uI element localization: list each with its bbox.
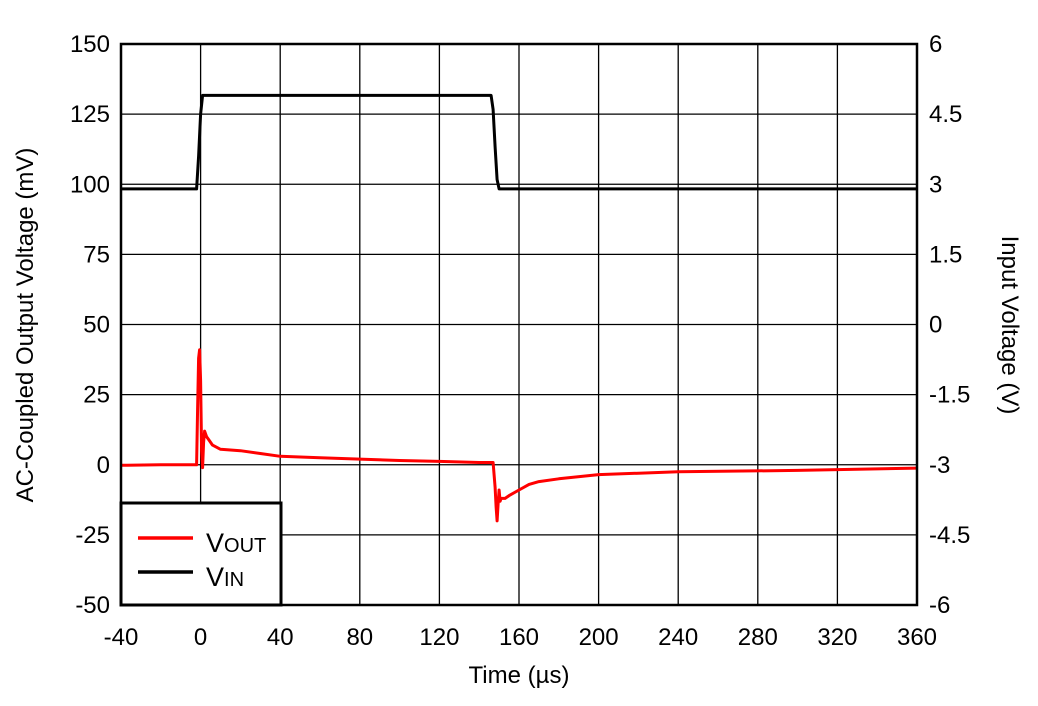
y2-axis-label: Input Voltage (V) [996, 236, 1023, 415]
y-tick-label: 0 [97, 452, 110, 479]
y2-tick-label: -4.5 [929, 522, 970, 549]
x-tick-label: 120 [419, 624, 459, 651]
x-tick-label: 360 [897, 624, 937, 651]
y-tick-label: 50 [83, 312, 110, 339]
x-tick-label: 40 [267, 624, 294, 651]
y2-tick-label: -1.5 [929, 382, 970, 409]
x-tick-label: -40 [104, 624, 139, 651]
y-tick-label: 125 [70, 101, 110, 128]
plot-frame [119, 42, 919, 607]
y2-tick-label: -6 [929, 592, 950, 619]
x-tick-label: 0 [194, 624, 207, 651]
x-tick-label: 280 [738, 624, 778, 651]
x-tick-label: 320 [817, 624, 857, 651]
x-tick-label: 200 [579, 624, 619, 651]
x-tick-label: 160 [499, 624, 539, 651]
y-tick-label: 150 [70, 31, 110, 58]
legend-label-vin: VIN [206, 562, 244, 592]
legend: VOUT VIN [119, 501, 283, 607]
x-tick-label: 80 [346, 624, 373, 651]
y-tick-label: -50 [75, 592, 110, 619]
y2-tick-label: 3 [929, 171, 942, 198]
y-tick-label: 75 [83, 241, 110, 268]
series-line-vout [120, 348, 918, 523]
legend-label-vout: VOUT [206, 528, 266, 558]
y2-tick-label: 1.5 [929, 241, 962, 268]
y-tick-label: -25 [75, 522, 110, 549]
series-layer [120, 93, 918, 523]
y-tick-label: 100 [70, 171, 110, 198]
legend-box [119, 501, 283, 607]
y2-tick-label: 6 [929, 31, 942, 58]
x-tick-label: 240 [658, 624, 698, 651]
y2-tick-label: -3 [929, 452, 950, 479]
series-line-vin [121, 93, 917, 191]
y-tick-label: 25 [83, 382, 110, 409]
x-axis-label: Time (µs) [469, 662, 570, 689]
y2-tick-label: 0 [929, 312, 942, 339]
y2-tick-label: 4.5 [929, 101, 962, 128]
y-axis-label: AC-Coupled Output Voltage (mV) [12, 148, 39, 503]
